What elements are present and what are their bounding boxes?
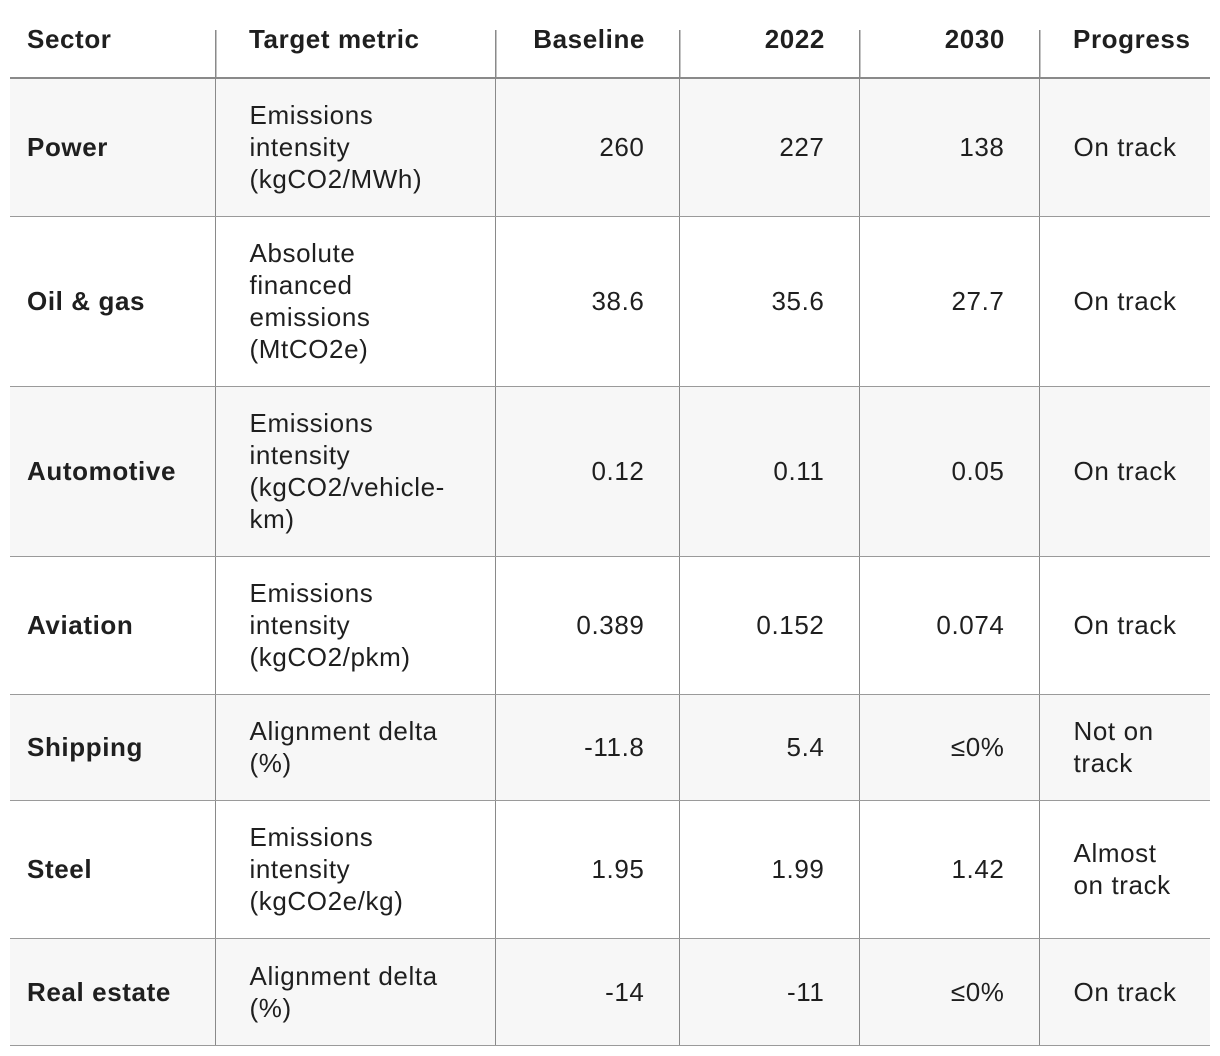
table-cell: Emissions intensity (kgCO2e/kg) [214,800,495,939]
table-cell: Emissions intensity (kgCO2/vehicle-km) [214,386,495,557]
table-cell: Absolute financed emissions (MtCO2e) [214,216,495,387]
table-cell: 38.6 [494,216,679,387]
table-cell: Not on track [1038,694,1210,801]
table-cell: 260 [494,78,679,217]
row-header: Aviation [10,556,215,695]
table-cell: 5.4 [678,694,859,801]
table-cell: Alignment delta (%) [214,694,495,801]
table-cell: 227 [678,78,859,217]
header-row: Sector Target metric Baseline 2022 2030 Progr… [10,0,1210,79]
table-cell: 0.11 [678,386,859,557]
table-cell: 0.152 [678,556,859,695]
table-cell: ≤0% [858,694,1039,801]
table-cell: 0.389 [494,556,679,695]
table-cell: 35.6 [678,216,859,387]
table-cell: Emissions intensity (kgCO2/pkm) [214,556,495,695]
table-row: Oil & gas Absolute financed emissions (Mt… [10,216,1210,387]
column-header: Sector [10,0,215,79]
table-cell: Almost on track [1038,800,1210,939]
table-row: Real estate Alignment delta (%) -14 -11 ≤0% O… [10,938,1210,1046]
table-cell: Alignment delta (%) [214,938,495,1046]
table-cell: 0.05 [858,386,1039,557]
row-header: Steel [10,800,215,939]
column-header: 2030 [859,0,1039,79]
row-header: Real estate [10,938,215,1046]
row-header: Oil & gas [10,216,215,387]
table-row: Shipping Alignment delta (%) -11.8 5.4 ≤0% No… [10,694,1210,801]
table-cell: On track [1038,556,1210,695]
table-cell: -14 [494,938,679,1046]
table-cell: 138 [858,78,1039,217]
table-cell: On track [1038,938,1210,1046]
table-cell: -11 [678,938,859,1046]
table-cell: Emissions intensity (kgCO2/MWh) [214,78,495,217]
table-cell: -11.8 [494,694,679,801]
row-header: Automotive [10,386,215,557]
table-cell: On track [1038,78,1210,217]
column-header: Baseline [495,0,679,79]
row-header: Power [10,78,215,217]
table-cell: 27.7 [858,216,1039,387]
table-body: Power Emissions intensity (kgCO2/MWh) 260 2… [10,78,1210,1046]
table-row: Automotive Emissions intensity (kgCO2/veh… [10,386,1210,557]
table-row: Aviation Emissions intensity (kgCO2/pkm) 0… [10,556,1210,695]
table-cell: On track [1038,386,1210,557]
column-header: 2022 [679,0,859,79]
table-cell: 1.99 [678,800,859,939]
table-row: Power Emissions intensity (kgCO2/MWh) 260 2… [10,78,1210,217]
column-header: Target metric [215,0,495,79]
data-table: Sector Target metric Baseline 2022 2030 Progr… [10,0,1210,1046]
table-cell: ≤0% [858,938,1039,1046]
table-cell: 0.12 [494,386,679,557]
table-cell: 1.95 [494,800,679,939]
table-row: Steel Emissions intensity (kgCO2e/kg) 1.95… [10,800,1210,939]
table-cell: 0.074 [858,556,1039,695]
table-cell: 1.42 [858,800,1039,939]
column-header: Progress [1039,0,1210,79]
row-header: Shipping [10,694,215,801]
table-cell: On track [1038,216,1210,387]
